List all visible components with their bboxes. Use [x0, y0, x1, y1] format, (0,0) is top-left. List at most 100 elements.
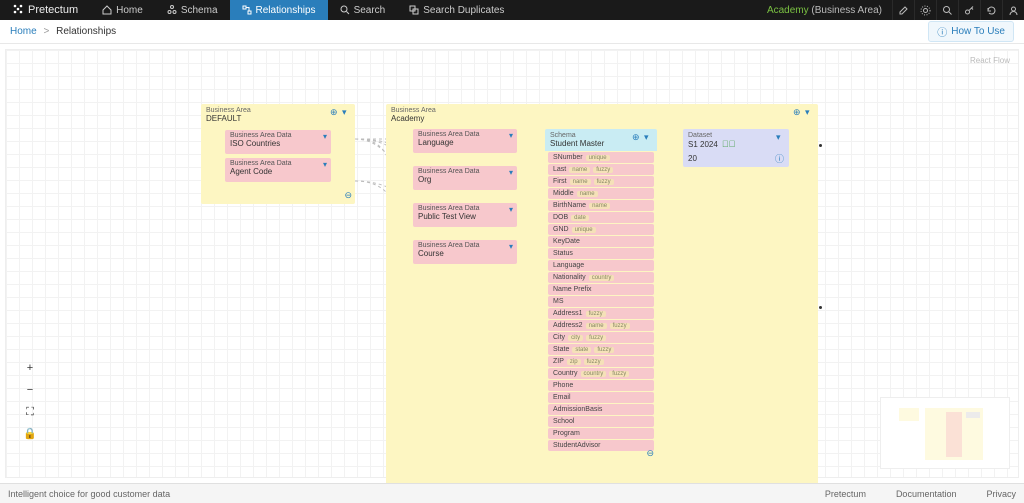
chevron-down-icon[interactable]: ▾ — [509, 205, 513, 214]
schema-field-row[interactable]: Lastnamefuzzy — [548, 164, 654, 175]
refresh-icon[interactable] — [980, 0, 1002, 20]
settings-icon[interactable] — [914, 0, 936, 20]
schema-field-row[interactable]: Countrycountryfuzzy — [548, 368, 654, 379]
fit-view-button[interactable]: ⛶ — [22, 405, 38, 421]
nav-schema[interactable]: Schema — [155, 0, 230, 20]
footer-link-pretectum[interactable]: Pretectum — [825, 489, 866, 499]
data-block[interactable]: Business Area DataAgent Code▾ — [225, 158, 331, 182]
schema-field-row[interactable]: Middlename — [548, 188, 654, 199]
block-value: Org — [418, 175, 512, 184]
schema-field-row[interactable]: Statestatefuzzy — [548, 344, 654, 355]
schema-field-row[interactable]: DOBdate — [548, 212, 654, 223]
node-dataset[interactable]: Dataset S1 2024 ✓⃝ ▾ 20 ⓘ — [683, 129, 789, 167]
schema-field-row[interactable]: Phone — [548, 380, 654, 391]
chevron-down-icon[interactable]: ▾ — [509, 168, 513, 177]
field-name: Language — [553, 262, 584, 269]
field-name: GND — [553, 226, 569, 233]
schema-field-row[interactable]: StudentAdvisor — [548, 440, 654, 451]
schema-field-row[interactable]: Language — [548, 260, 654, 271]
field-tag: date — [571, 215, 589, 221]
field-tag: country — [581, 371, 607, 377]
block-value: Public Test View — [418, 212, 512, 221]
schema-field-row[interactable]: MS — [548, 296, 654, 307]
lock-button[interactable]: 🔒 — [22, 427, 38, 443]
schema-field-row[interactable]: Citycityfuzzy — [548, 332, 654, 343]
home-icon — [102, 5, 112, 15]
data-block[interactable]: Business Area DataOrg▾ — [413, 166, 517, 190]
info-icon[interactable]: ⓘ — [775, 152, 784, 165]
chevron-down-icon[interactable]: ▾ — [644, 132, 653, 141]
nav-duplicates-label: Search Duplicates — [423, 5, 504, 16]
schema-field-row[interactable]: Status — [548, 248, 654, 259]
sub-header: Home > Relationships ⓘ How To Use — [0, 20, 1024, 44]
nav-schema-label: Schema — [181, 5, 218, 16]
data-block[interactable]: Business Area DataISO Countries▾ — [225, 130, 331, 154]
chevron-down-icon[interactable]: ▾ — [342, 107, 351, 116]
collapse-icon[interactable]: ⊖ — [344, 190, 352, 201]
breadcrumb-home[interactable]: Home — [10, 26, 37, 37]
data-block[interactable]: Business Area DataPublic Test View▾ — [413, 203, 517, 227]
nav-home[interactable]: Home — [90, 0, 155, 20]
search-node-icon[interactable]: ⊕ — [793, 107, 802, 116]
schema-field-row[interactable]: Address1fuzzy — [548, 308, 654, 319]
key-icon[interactable] — [958, 0, 980, 20]
search-node-icon[interactable]: ⊕ — [632, 132, 641, 141]
app-logo[interactable]: Pretectum — [0, 3, 90, 18]
field-name: Address2 — [553, 322, 583, 329]
field-name: Program — [553, 430, 580, 437]
block-value: ISO Countries — [230, 139, 326, 148]
nav-search-duplicates[interactable]: Search Duplicates — [397, 0, 516, 20]
schema-field-row[interactable]: GNDunique — [548, 224, 654, 235]
zoom-out-button[interactable]: − — [22, 383, 38, 399]
nav-relationships[interactable]: Relationships — [230, 0, 328, 20]
field-tag: fuzzy — [594, 179, 614, 185]
search-top-icon[interactable] — [936, 0, 958, 20]
node-schema[interactable]: Schema Student Master ⊕ ▾ SNumberuniqueL… — [545, 129, 657, 462]
chevron-down-icon[interactable]: ▾ — [509, 242, 513, 251]
business-area-display[interactable]: Academy (Business Area) — [757, 5, 892, 16]
chevron-down-icon[interactable]: ▾ — [509, 131, 513, 140]
block-label: Business Area Data — [418, 168, 512, 175]
node-academy-header-label: Business Area — [391, 107, 813, 114]
chevron-down-icon[interactable]: ▾ — [323, 132, 327, 141]
edit-icon[interactable] — [892, 0, 914, 20]
block-value: Agent Code — [230, 167, 326, 176]
schema-field-row[interactable]: Program — [548, 428, 654, 439]
search-node-icon[interactable]: ⊕ — [330, 107, 339, 116]
minimap[interactable] — [880, 397, 1010, 469]
schema-field-row[interactable]: Nationalitycountry — [548, 272, 654, 283]
schema-field-row[interactable]: AdmissionBasis — [548, 404, 654, 415]
field-tag: fuzzy — [610, 323, 630, 329]
field-name: BirthName — [553, 202, 586, 209]
schema-field-row[interactable]: Email — [548, 392, 654, 403]
data-block[interactable]: Business Area DataCourse▾ — [413, 240, 517, 264]
chevron-down-icon[interactable]: ▾ — [323, 160, 327, 169]
how-to-use-button[interactable]: ⓘ How To Use — [928, 21, 1014, 42]
node-default[interactable]: Business Area DEFAULT ⊕ ▾ Business Area … — [201, 104, 355, 204]
search-icon — [340, 5, 350, 15]
footer-tagline: Intelligent choice for good customer dat… — [8, 489, 170, 499]
schema-field-row[interactable]: ZIPzipfuzzy — [548, 356, 654, 367]
field-name: City — [553, 334, 565, 341]
schema-field-row[interactable]: KeyDate — [548, 236, 654, 247]
schema-field-row[interactable]: School — [548, 416, 654, 427]
schema-field-row[interactable]: Address2namefuzzy — [548, 320, 654, 331]
node-academy[interactable]: Business Area Academy ⊕ ▾ Business Area … — [386, 104, 818, 483]
schema-field-row[interactable]: Firstnamefuzzy — [548, 176, 654, 187]
collapse-icon[interactable]: ⊖ — [646, 448, 654, 459]
data-block[interactable]: Business Area DataLanguage▾ — [413, 129, 517, 153]
info-icon: ⓘ — [937, 24, 947, 39]
schema-field-row[interactable]: SNumberunique — [548, 152, 654, 163]
field-tag: fuzzy — [584, 359, 604, 365]
footer-link-privacy[interactable]: Privacy — [986, 489, 1016, 499]
user-icon[interactable] — [1002, 0, 1024, 20]
footer-link-documentation[interactable]: Documentation — [896, 489, 957, 499]
chevron-down-icon[interactable]: ▾ — [776, 132, 785, 141]
chevron-down-icon[interactable]: ▾ — [805, 107, 814, 116]
schema-field-row[interactable]: BirthNamename — [548, 200, 654, 211]
zoom-in-button[interactable]: + — [22, 361, 38, 377]
schema-field-row[interactable]: Name Prefix — [548, 284, 654, 295]
howto-label: How To Use — [951, 26, 1005, 37]
nav-search[interactable]: Search — [328, 0, 398, 20]
nav-search-label: Search — [354, 5, 386, 16]
